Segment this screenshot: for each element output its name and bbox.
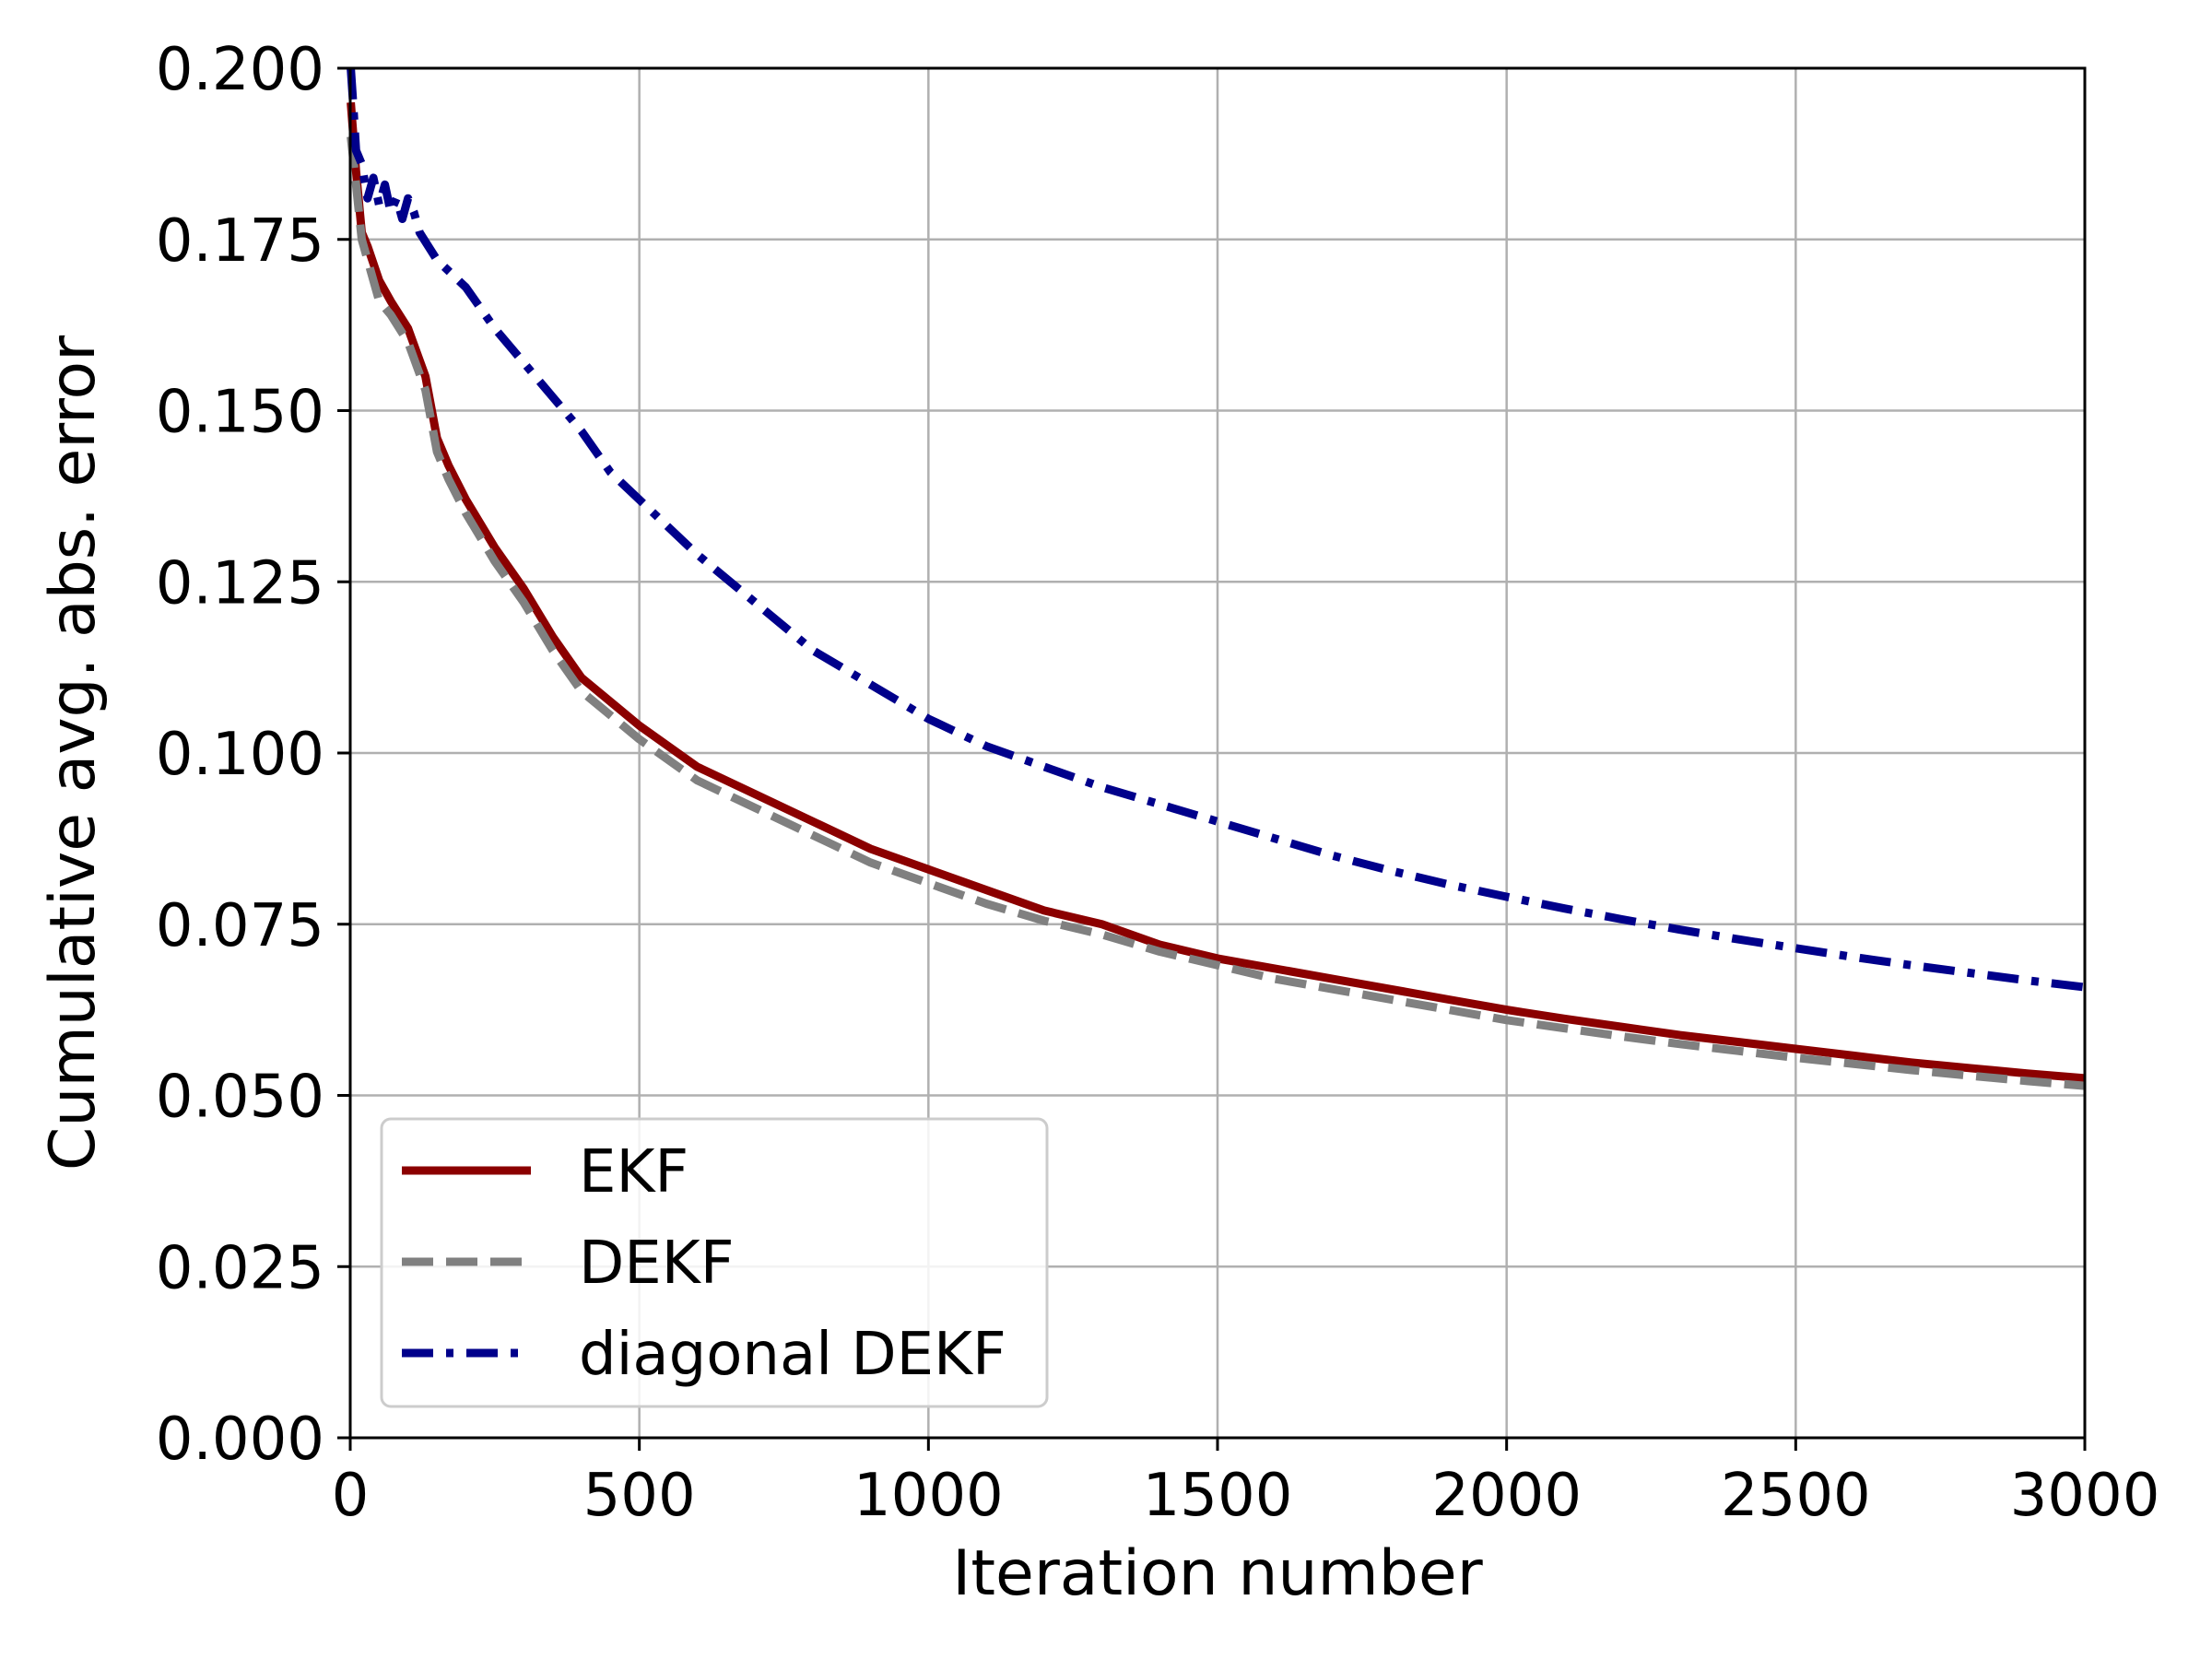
series-line-diagonal-dekf [347,67,2086,992]
legend-label-diagonal-dekf: diagonal DEKF [579,1321,1006,1389]
x-axis-label: Iteration number [952,1537,1482,1610]
y-tick-label: 0.025 [156,1234,324,1302]
x-tick-label: 3000 [2010,1462,2160,1530]
legend-label-dekf: DEKF [579,1230,735,1298]
x-tick-label: 1000 [853,1462,1004,1530]
x-tick-label: 1500 [1143,1462,1293,1530]
series-layer [347,67,2086,1090]
y-tick-label: 0.175 [156,207,324,276]
tick-labels: 0 500 1000 1500 2000 2500 3000 0.000 0.025 0.050 0… [156,36,2160,1530]
y-tick-label: 0.150 [156,379,324,447]
grid-lines [348,66,2087,1440]
series-line-ekf [347,101,2086,1083]
legend-box [380,1117,1049,1408]
y-tick-label: 0.200 [156,36,324,104]
legend: EKF DEKF diagonal DEKF [380,1117,1049,1408]
x-tick-label: 500 [583,1462,696,1530]
y-tick-label: 0.125 [156,549,324,618]
x-tick-label: 2500 [1721,1462,1871,1530]
legend-label-ekf: EKF [579,1138,688,1206]
y-axis-label: Cumulative avg. abs. error [37,335,110,1171]
x-tick-label: 2000 [1431,1462,1582,1530]
y-tick-label: 0.100 [156,721,324,789]
series-line-dekf [347,135,2086,1090]
y-tick-label: 0.000 [156,1406,324,1474]
y-tick-label: 0.050 [156,1064,324,1132]
x-tick-label: 0 [332,1462,370,1530]
tick-marks [337,66,2087,1451]
y-tick-label: 0.075 [156,892,324,960]
